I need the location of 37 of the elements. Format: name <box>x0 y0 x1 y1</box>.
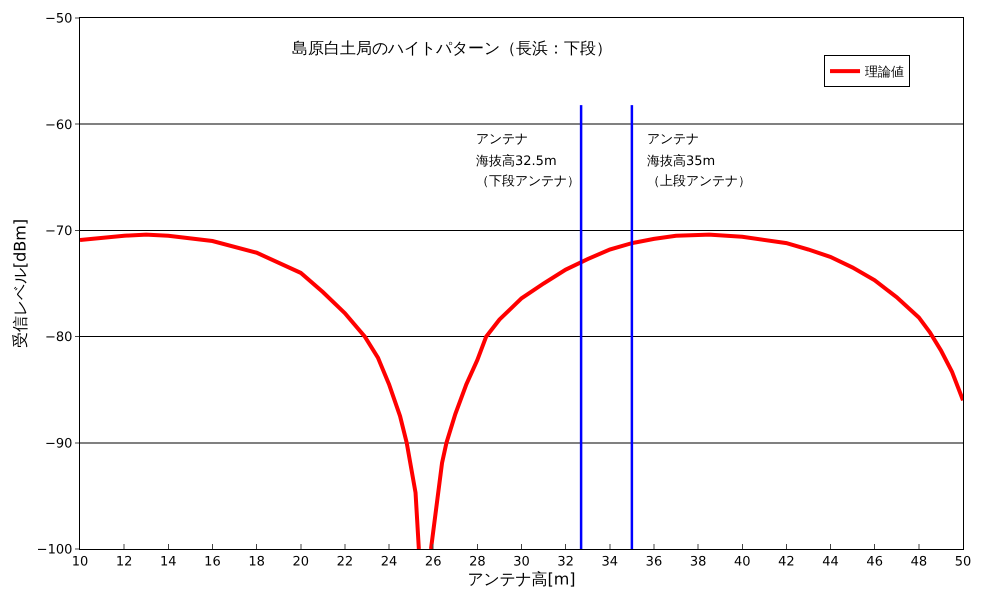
text: 島原白土局のハイトパターン（長浜：下段） <box>292 38 612 58</box>
x-tick-label: 46 <box>866 554 883 570</box>
y-tick-label: −50 <box>44 12 72 27</box>
annotation: アンテナ <box>647 132 699 147</box>
annotation: （下段アンテナ） <box>476 174 580 189</box>
y-tick-label: −100 <box>36 542 72 558</box>
x-tick-label: 24 <box>380 554 398 570</box>
x-tick-label: 40 <box>734 554 751 570</box>
x-tick-label: 28 <box>469 554 486 570</box>
x-tick-label: 38 <box>690 554 706 570</box>
legend-label: 理論値 <box>865 65 904 80</box>
x-tick-label: 44 <box>822 554 839 570</box>
x-tick-label: 12 <box>116 554 132 570</box>
y-tick-label: −90 <box>44 436 72 452</box>
x-tick-label: 48 <box>910 554 928 570</box>
x-tick-label: 18 <box>248 554 265 570</box>
y-tick-label: −60 <box>44 118 72 133</box>
y-tick-label: −80 <box>44 330 72 346</box>
y-tick-label: −70 <box>44 224 72 239</box>
x-tick-label: 20 <box>292 554 310 570</box>
x-tick-label: 22 <box>336 554 354 570</box>
x-tick-label: 26 <box>424 554 442 570</box>
x-tick-label: 10 <box>72 554 88 570</box>
x-tick-label: 32 <box>557 554 574 570</box>
x-tick-label: 42 <box>778 554 795 570</box>
x-tick-label: 34 <box>602 554 618 570</box>
annotation: 海抜高32.5m <box>476 153 557 169</box>
x-tick-label: 16 <box>204 554 221 570</box>
x-tick-label: 14 <box>160 554 177 570</box>
x-tick-label: 36 <box>646 554 662 570</box>
annotation: 海抜高35m <box>647 153 716 169</box>
x-tick-label: 30 <box>513 554 530 570</box>
y-axis-title: 受信レベル[dBm] <box>10 218 30 348</box>
annotation: アンテナ <box>476 132 528 147</box>
x-axis-title: アンテナ高[m] <box>467 570 576 589</box>
x-tick-label: 50 <box>954 554 972 570</box>
annotation: （上段アンテナ） <box>647 174 751 189</box>
